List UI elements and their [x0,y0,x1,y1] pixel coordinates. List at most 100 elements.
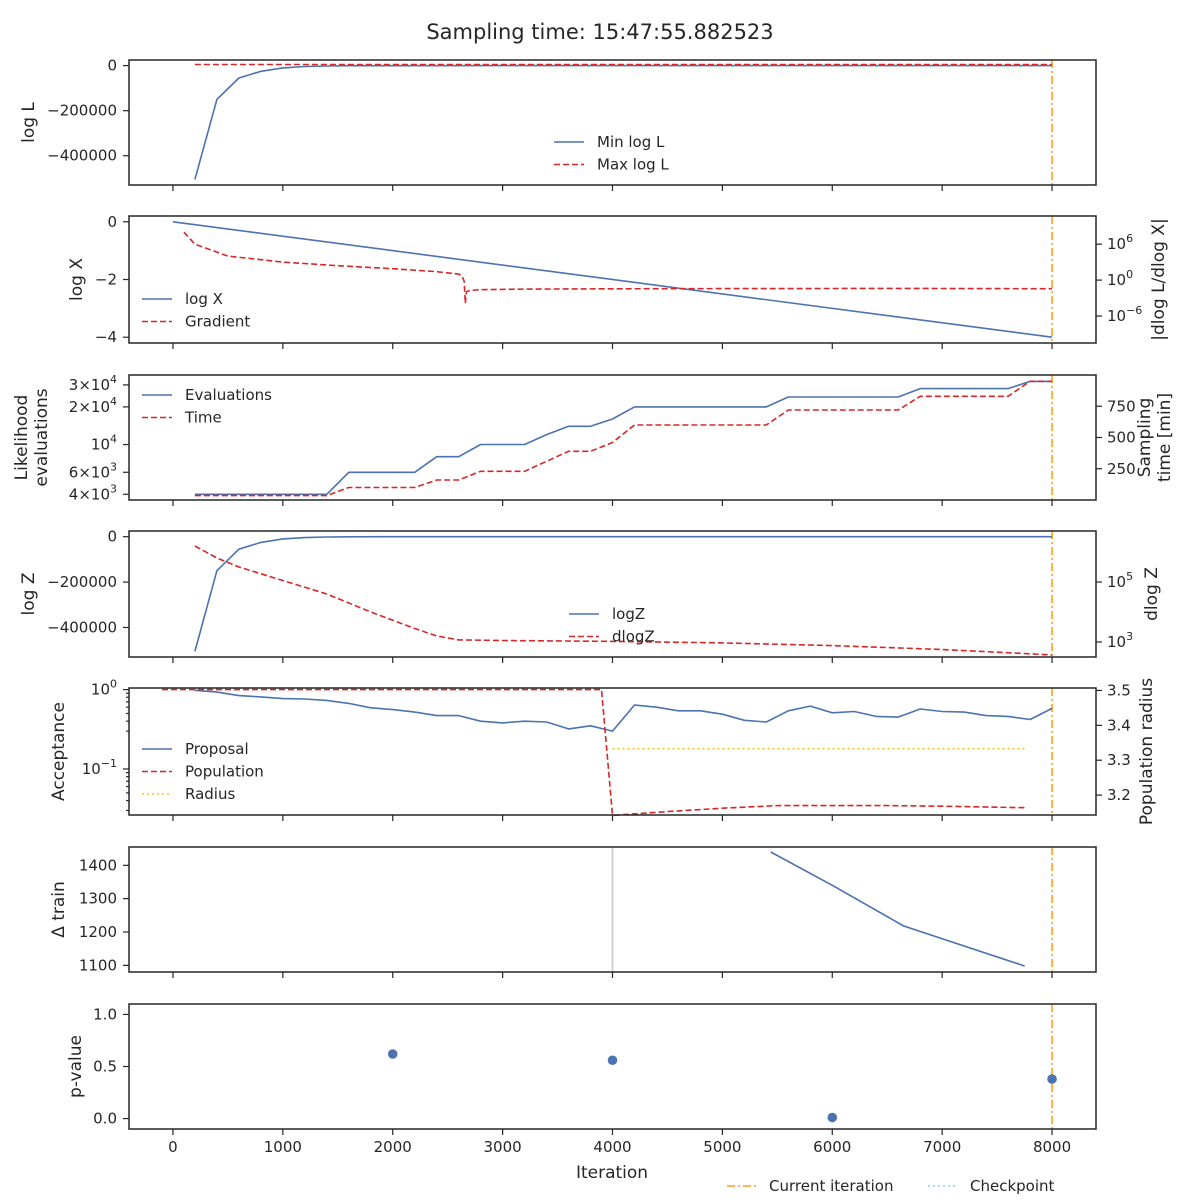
y-tick-label-2: 104 [91,433,117,454]
p-value-point-0 [387,1049,398,1059]
series-time [194,380,1052,497]
y-tick-label-0: 3×104 [69,373,117,394]
y-tick-label-2: 0.0 [93,1110,117,1128]
panel-frame [128,1003,1097,1130]
panel-1: 0 −200000 −400000 Min log L Max log L log L [19,57,1097,191]
y-tick-label-0: 100 [91,678,117,699]
y-tick-label-0: 1400 [79,856,117,874]
y2-tick-label-0: 106 [1107,232,1133,253]
y2-axis-label: dlog Z [1142,567,1162,621]
panel-frame [128,687,1097,816]
y-tick-label-1: 10−1 [82,757,117,778]
legend-panel-3-label-0: Evaluations [185,386,272,404]
p-value-point-1 [607,1055,618,1066]
series-evaluations [194,380,1052,496]
series-0-blue [194,64,1052,180]
y-axis-label: Δ train [49,881,69,938]
series-delta-train [770,851,1025,967]
x-tick-label-0: 0 [168,1138,178,1156]
y2-tick-label-0: 3.5 [1107,681,1131,699]
y-tick-label-2: −400000 [47,147,117,165]
y2-tick-label-1: 500 [1107,429,1136,447]
y-tick-label-0: 0 [107,528,117,546]
y-tick-label-1: −2 [95,271,117,289]
legend-panel-1-label-1: Max log L [597,156,669,174]
panel-frame [128,846,1097,973]
figure-legend-checkpoint-label: Checkpoint [970,1177,1055,1195]
y-tick-label-3: 6×103 [69,460,117,481]
panel-frame [128,374,1097,501]
y2-tick-label-3: 3.2 [1107,786,1131,804]
y2-tick-label-1: 100 [1107,268,1133,289]
y-axis-label: log X [67,258,87,301]
series-gradient [183,231,1053,305]
y2-tick-label-2: 10−6 [1107,304,1142,325]
y-tick-label-2: −4 [95,328,117,346]
series-proposal [194,689,1053,732]
y-axis-label: p-value [66,1035,86,1098]
panel-7: 1.0 0.5 0.0 p-value 0 1000 2000 3000 4000 5000 600… [66,1003,1097,1156]
figure-legend: Current iteration Checkpoint [727,1177,1055,1195]
y2-tick-label-0: 750 [1107,397,1136,415]
legend-panel-2-label-1: Gradient [185,313,250,331]
panels: 0 −200000 −400000 Min log L Max log L log L 0 −… [12,57,1175,1156]
y2-tick-label-1: 3.4 [1107,716,1131,734]
x-tick-label-7: 7000 [923,1138,961,1156]
y-tick-label-2: −400000 [47,618,117,636]
x-axis-label: Iteration [576,1163,648,1183]
panel-6: 1400 1300 1200 1100 Δ train [49,846,1097,978]
y2-tick-label-2: 3.3 [1107,751,1131,769]
legend-panel-5-label-2: Radius [185,785,235,803]
figure-title: Sampling time: 15:47:55.882523 [426,20,773,44]
x-tick-label-2: 2000 [374,1138,412,1156]
x-tick-label-6: 6000 [813,1138,851,1156]
series-3-blue [194,535,1052,652]
panel-5: 100 10−1 3.5 3.4 3.3 3.2 Proposal Population Rad… [49,678,1157,826]
y-tick-label-4: 4×103 [69,482,117,503]
y-axis-label: log L [19,102,39,143]
y-axis-label: log Z [19,573,39,616]
panel-frame [128,530,1097,658]
y-tick-label-1: 0.5 [93,1058,117,1076]
p-value-point-3 [1047,1074,1057,1084]
legend-panel-3-label-1: Time [184,409,222,427]
y2-axis-label: |dlog L/dlog X| [1149,218,1169,341]
y2-axis-label: Population radius [1137,678,1157,825]
x-tick-label-4: 4000 [593,1138,631,1156]
legend-panel-1-label-0: Min log L [597,133,665,151]
series-dlogz [194,545,1053,656]
y-tick-label-1: 1300 [79,890,117,908]
y-tick-label-0: 0 [107,213,117,231]
panel-2: 0 −2 −4 106 100 10−6 log X Gradient log X |dlog L… [67,213,1169,349]
x-tick-label-1: 1000 [264,1138,302,1156]
x-tick-label-3: 3000 [484,1138,522,1156]
y-tick-label-1: −200000 [47,573,117,591]
legend-panel-4-label-1: dlogZ [612,628,655,646]
series-log-x [172,221,1053,338]
y-tick-label-2: 1200 [79,923,117,941]
panel-frame [128,59,1097,186]
panel-4: 0 −200000 −400000 105 103 logZ dlogZ log Z dlog … [19,528,1162,663]
panel-frame [128,215,1097,344]
y2-tick-label-2: 250 [1107,460,1136,478]
figure-legend-current-label: Current iteration [769,1177,893,1195]
y2-axis-label: Samplingtime [min] [1135,393,1175,482]
legend-panel-5-label-1: Population [185,763,264,781]
y-tick-label-3: 1100 [79,956,117,974]
y-axis-label: Likelihoodevaluations [12,388,52,486]
y2-tick-label-1: 103 [1107,630,1133,651]
x-tick-label-8: 8000 [1033,1138,1071,1156]
p-value-point-2 [827,1112,838,1123]
y-tick-label-0: 1.0 [93,1005,117,1023]
legend-panel-5-label-0: Proposal [185,740,249,758]
legend-panel-2-label-0: log X [185,290,223,308]
y-tick-label-0: 0 [107,57,117,75]
y-tick-label-1: −200000 [47,102,117,120]
y-tick-label-1: 2×104 [69,395,117,416]
x-tick-label-5: 5000 [703,1138,741,1156]
y-axis-label: Acceptance [49,702,69,801]
series-population [162,688,1025,817]
legend-panel-4-label-0: logZ [612,605,645,623]
